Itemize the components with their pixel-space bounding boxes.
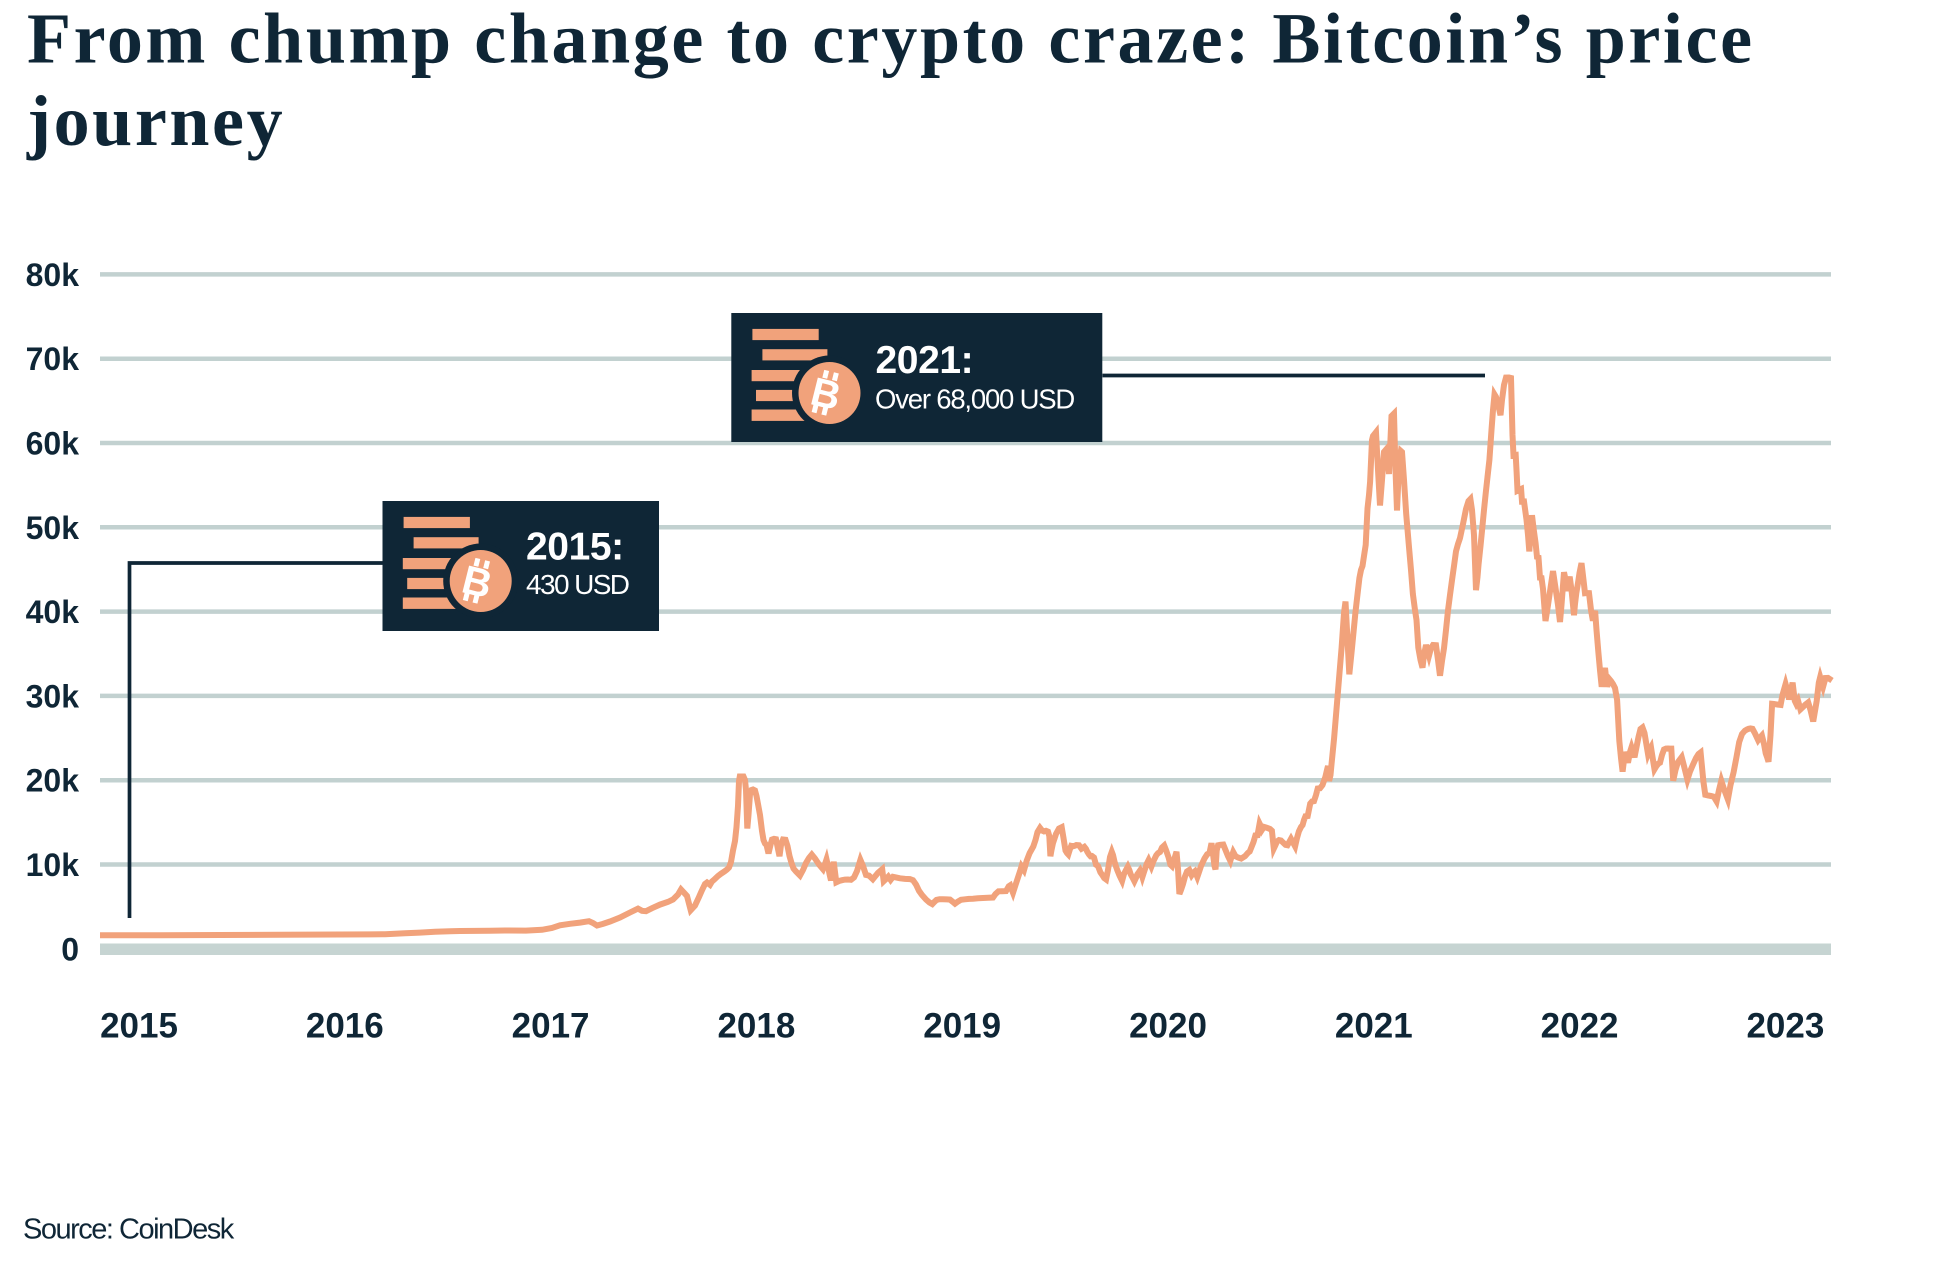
svg-text:50k: 50k [26,510,80,546]
svg-text:2016: 2016 [306,1007,384,1046]
svg-text:2018: 2018 [717,1007,795,1046]
svg-text:2021: 2021 [1335,1007,1413,1046]
svg-text:From chump change to crypto cr: From chump change to crypto craze: Bitco… [27,0,1755,79]
svg-text:0: 0 [61,932,79,968]
svg-text:40k: 40k [26,594,80,630]
svg-text:2019: 2019 [923,1007,1001,1046]
svg-text:70k: 70k [26,341,80,377]
svg-text:journey: journey [26,81,285,161]
svg-text:Source: CoinDesk: Source: CoinDesk [23,1214,235,1246]
svg-text:2021:: 2021: [876,339,974,382]
svg-text:2017: 2017 [512,1007,590,1046]
svg-text:80k: 80k [26,257,80,293]
svg-text:2015: 2015 [100,1007,178,1046]
svg-text:2020: 2020 [1129,1007,1207,1046]
svg-text:Over 68,000 USD: Over 68,000 USD [875,384,1074,415]
svg-text:30k: 30k [26,678,80,714]
svg-text:430 USD: 430 USD [526,569,629,600]
svg-text:2015:: 2015: [526,526,624,569]
svg-text:20k: 20k [26,763,80,799]
svg-text:2022: 2022 [1541,1007,1619,1046]
svg-text:10k: 10k [26,847,80,883]
svg-text:60k: 60k [26,426,80,462]
svg-text:2023: 2023 [1746,1007,1824,1046]
